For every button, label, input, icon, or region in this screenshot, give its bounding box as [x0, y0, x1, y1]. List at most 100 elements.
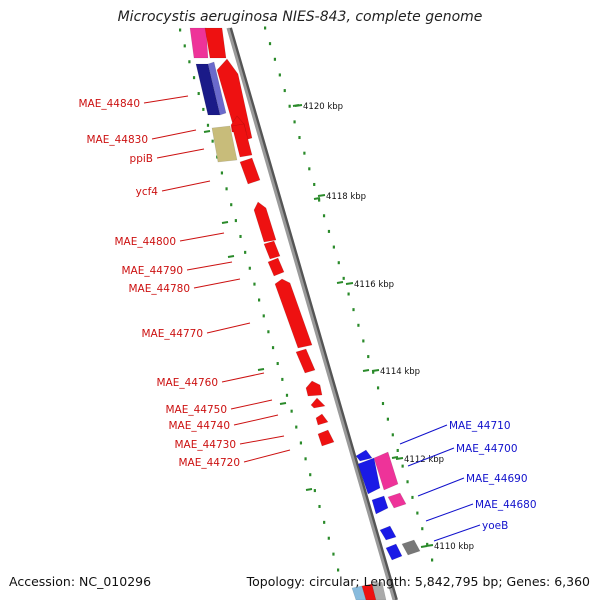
label-leader-line: [161, 180, 211, 192]
gc-dot: [262, 314, 265, 318]
gc-dot: [421, 527, 424, 531]
gc-dot: [337, 261, 340, 265]
map-title: Microcystis aeruginosa NIES-843, complet…: [117, 9, 483, 25]
gene-label: MAE_44790: [121, 265, 183, 277]
gene-label: yoeB: [482, 520, 508, 532]
gc-dot: [337, 568, 340, 572]
gc-dot: [396, 448, 399, 452]
gc-dot: [206, 123, 210, 127]
kbp-tick-mark: [345, 282, 354, 285]
label-leader-line: [193, 278, 241, 289]
gc-dot: [281, 377, 284, 381]
gc-dot: [295, 425, 298, 429]
gene-block: [315, 413, 329, 426]
gc-dash: [420, 545, 428, 548]
gc-dot: [283, 89, 286, 93]
gc-dash: [313, 197, 321, 200]
label-leader-line: [186, 261, 233, 271]
gc-dash: [227, 255, 235, 258]
gene-block: [373, 451, 399, 491]
gene-block: [317, 429, 335, 447]
gc-dot: [258, 298, 261, 302]
gene-block: [295, 348, 316, 374]
gc-dot: [318, 198, 321, 202]
gene-label: MAE_44740: [168, 420, 230, 432]
gc-dot: [332, 245, 335, 249]
gc-dot: [248, 266, 251, 270]
gene-block: [361, 583, 377, 600]
gc-dot: [268, 42, 272, 46]
kbp-tick-label: 4120 kbp: [303, 102, 343, 112]
gc-dot: [411, 495, 414, 499]
label-leader-line: [399, 424, 448, 445]
gc-dot: [239, 234, 242, 238]
gene-block: [351, 585, 367, 600]
gc-dot: [416, 511, 419, 515]
backbone: [226, 27, 398, 600]
gc-dot: [357, 323, 360, 327]
gene-block: [263, 240, 281, 260]
gc-dot: [313, 489, 316, 493]
label-leader-line: [179, 232, 225, 242]
gc-dot: [220, 171, 224, 175]
right-gene-labels: MAE_44710 MAE_44700 MAE_44690 MAE_44680 yoeB: [399, 420, 537, 542]
gene-block: [231, 123, 253, 158]
gc-dot: [211, 139, 214, 143]
gene-label: MAE_44750: [165, 404, 227, 416]
gc-dot: [406, 480, 409, 484]
gc-dot: [273, 57, 277, 61]
gc-dot: [179, 28, 182, 32]
gene-arrow: [357, 457, 381, 495]
gc-dot: [253, 282, 256, 286]
gene-label: MAE_44780: [128, 283, 190, 295]
gc-dot: [431, 558, 434, 562]
gc-dot: [391, 433, 394, 437]
gc-dash: [362, 369, 370, 372]
kbp-tick-label: 4110 kbp: [434, 542, 474, 552]
gc-dot: [303, 151, 306, 155]
gene-block: [401, 539, 421, 556]
gene-label: MAE_44700: [456, 443, 518, 455]
gc-dot: [202, 107, 205, 111]
gc-dot: [230, 203, 233, 207]
gc-dot: [197, 92, 200, 96]
gene-block: [204, 27, 227, 59]
gc-dot: [372, 370, 375, 374]
gc-dot: [347, 292, 350, 296]
kbp-tick-mark: [294, 104, 303, 107]
gc-dot: [401, 464, 404, 468]
label-leader-line: [233, 414, 279, 426]
gc-dot: [290, 409, 293, 413]
gene-label: MAE_44680: [475, 499, 537, 511]
gc-dot: [285, 393, 289, 397]
gene-arrow: [305, 380, 323, 397]
kbp-tick-mark: [395, 457, 404, 460]
gc-dot: [327, 536, 330, 540]
gc-dot: [244, 250, 247, 254]
genome-summary-text: Topology: circular; Length: 5,842,795 bp…: [246, 574, 590, 589]
gc-dot: [367, 355, 370, 359]
gene-block: [189, 27, 209, 59]
gc-dot: [234, 219, 237, 223]
label-leader-line: [239, 435, 285, 445]
label-leader-line: [206, 322, 251, 334]
gene-arrow: [355, 449, 373, 462]
label-leader-line: [221, 372, 265, 383]
gene-arrow: [274, 278, 313, 349]
gene-label: MAE_44710: [449, 420, 511, 432]
label-leader-line: [143, 95, 189, 104]
kbp-tick-mark: [317, 194, 326, 197]
gc-dot: [332, 552, 335, 556]
gc-dot: [352, 308, 355, 312]
label-leader-line: [417, 477, 465, 497]
gc-dot: [276, 362, 279, 366]
gc-dot: [323, 520, 326, 524]
label-leader-line: [407, 447, 455, 467]
kbp-tick-mark: [425, 544, 434, 547]
gc-dot: [426, 542, 429, 546]
gc-dot: [386, 417, 389, 421]
gc-dot: [322, 214, 326, 218]
kbp-tick-mark: [371, 369, 380, 372]
gene-label: MAE_44800: [114, 236, 176, 248]
label-leader-line: [433, 524, 481, 542]
